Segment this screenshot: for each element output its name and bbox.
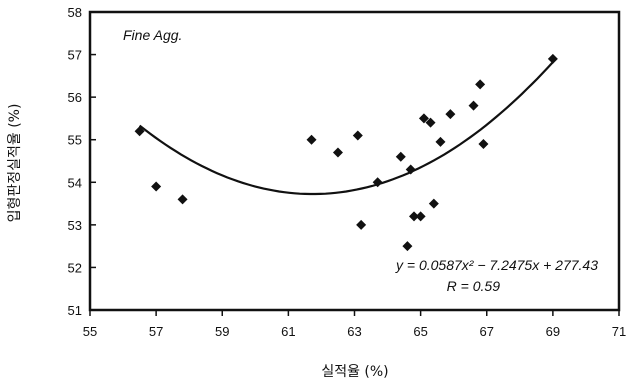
data-point [435, 136, 446, 147]
data-point [428, 198, 439, 209]
y-tick-label: 52 [68, 260, 82, 275]
data-point [425, 117, 436, 128]
x-tick-label: 63 [347, 324, 361, 339]
plot-area-frame [88, 10, 621, 312]
data-point [445, 109, 456, 120]
x-tick-label: 65 [413, 324, 427, 339]
r-value: R = 0.59 [447, 278, 501, 294]
data-point [478, 138, 489, 149]
y-tick-label: 55 [68, 133, 82, 148]
data-point [151, 181, 162, 192]
data-point [405, 164, 416, 175]
trend-curve [138, 61, 554, 196]
x-axis-ticks: 55 57 59 61 63 65 67 69 71 [83, 310, 626, 339]
x-tick-label: 61 [281, 324, 295, 339]
data-point [468, 100, 479, 111]
y-tick-label: 58 [68, 5, 82, 20]
x-tick-label: 67 [480, 324, 494, 339]
data-point [395, 151, 406, 162]
y-axis-title: 입형판정실적율 (%) [7, 104, 23, 223]
data-point [409, 211, 420, 222]
data-point [356, 219, 367, 230]
data-point [415, 211, 426, 222]
y-tick-label: 56 [68, 90, 82, 105]
y-tick-label: 53 [68, 218, 82, 233]
x-tick-label: 57 [149, 324, 163, 339]
data-point [402, 241, 413, 252]
x-tick-label: 55 [83, 324, 97, 339]
data-point [547, 53, 558, 64]
data-point [475, 79, 486, 90]
data-point [418, 113, 429, 124]
x-axis-title: 실적율 (%) [321, 364, 388, 380]
data-point [306, 134, 317, 145]
y-tick-label: 57 [68, 48, 82, 63]
data-point [134, 126, 145, 137]
data-point [177, 194, 188, 205]
data-point [372, 177, 383, 188]
x-tick-label: 71 [612, 324, 626, 339]
regression-equation: y = 0.0587x² − 7.2475x + 277.43 [395, 257, 598, 273]
series-annotation: Fine Agg. [123, 27, 182, 43]
x-tick-label: 69 [546, 324, 560, 339]
y-tick-label: 51 [68, 303, 82, 318]
data-point [352, 130, 363, 141]
data-points [134, 53, 558, 252]
x-tick-label: 59 [215, 324, 229, 339]
y-axis-ticks: 51 52 53 54 55 56 57 58 [68, 5, 96, 318]
data-point [332, 147, 343, 158]
y-tick-label: 54 [68, 175, 82, 190]
